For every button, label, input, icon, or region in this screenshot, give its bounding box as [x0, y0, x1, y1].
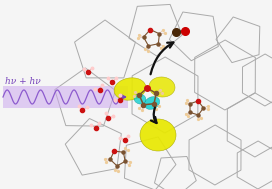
- Ellipse shape: [114, 78, 146, 100]
- Ellipse shape: [149, 77, 175, 97]
- Bar: [3, 86, 128, 108]
- Ellipse shape: [134, 94, 146, 104]
- Ellipse shape: [144, 97, 160, 109]
- Ellipse shape: [140, 119, 176, 151]
- Text: hν + hν: hν + hν: [5, 77, 41, 86]
